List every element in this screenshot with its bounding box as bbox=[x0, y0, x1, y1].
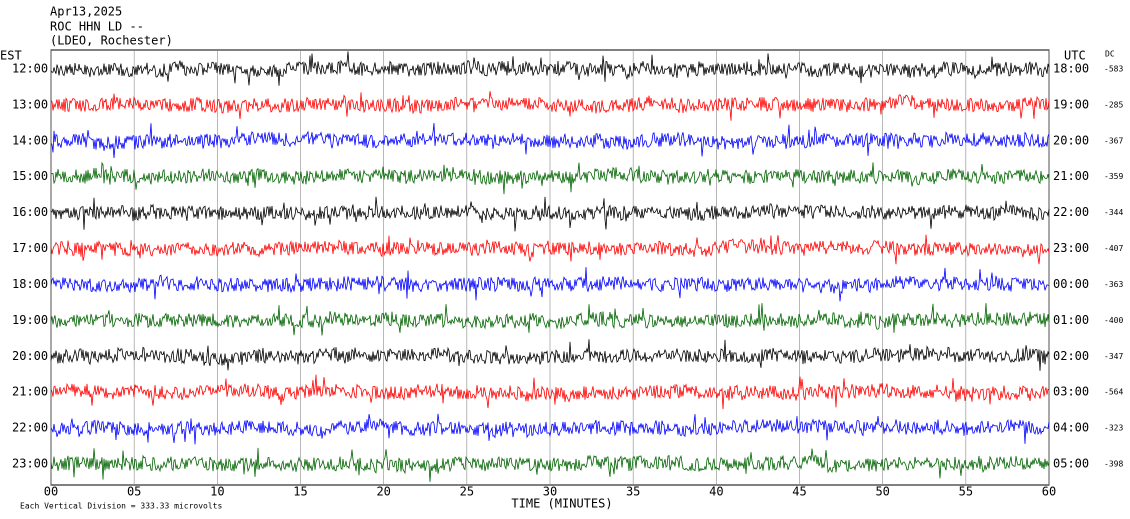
right-time-label: 20:00 bbox=[1053, 133, 1089, 147]
dc-value: -323 bbox=[1104, 424, 1123, 433]
right-time-label: 01:00 bbox=[1053, 313, 1089, 327]
right-time-label: 21:00 bbox=[1053, 169, 1089, 183]
left-time-label: 17:00 bbox=[12, 241, 48, 255]
trace bbox=[50, 413, 1050, 445]
left-time-label: 20:00 bbox=[12, 349, 48, 363]
right-time-label: 02:00 bbox=[1053, 349, 1089, 363]
dc-value: -398 bbox=[1104, 460, 1123, 469]
x-tick-label: 20 bbox=[376, 485, 390, 499]
left-axis-label: EST bbox=[0, 49, 22, 63]
dc-value: -564 bbox=[1104, 388, 1123, 397]
dc-value: -583 bbox=[1104, 65, 1123, 74]
left-time-label: 21:00 bbox=[12, 385, 48, 399]
right-time-label: 18:00 bbox=[1053, 62, 1089, 76]
dc-value: -347 bbox=[1104, 352, 1123, 361]
right-time-label: 04:00 bbox=[1053, 421, 1089, 435]
trace bbox=[50, 267, 1050, 302]
date: Apr13,2025 bbox=[50, 5, 122, 19]
x-tick-label: 15 bbox=[293, 485, 307, 499]
right-time-label: 03:00 bbox=[1053, 385, 1089, 399]
left-time-label: 13:00 bbox=[12, 97, 48, 111]
left-time-label: 12:00 bbox=[12, 62, 48, 76]
scale-note: Each Vertical Division = 333.33 microvol… bbox=[20, 502, 222, 511]
left-time-label: 15:00 bbox=[12, 169, 48, 183]
x-tick-label: 00 bbox=[44, 485, 58, 499]
x-tick-label: 30 bbox=[543, 485, 557, 499]
trace bbox=[50, 374, 1050, 410]
dc-value: -400 bbox=[1104, 316, 1123, 325]
left-time-label: 23:00 bbox=[12, 457, 48, 471]
x-tick-label: 45 bbox=[792, 485, 806, 499]
trace bbox=[50, 339, 1050, 371]
left-time-label: 18:00 bbox=[12, 277, 48, 291]
trace bbox=[50, 123, 1050, 159]
trace bbox=[50, 234, 1050, 265]
left-time-label: 14:00 bbox=[12, 133, 48, 147]
x-tick-label: 10 bbox=[210, 485, 224, 499]
station-code: ROC HHN LD -- bbox=[50, 20, 144, 34]
x-tick-label: 05 bbox=[127, 485, 141, 499]
x-tick-label: 25 bbox=[460, 485, 474, 499]
dc-value: -344 bbox=[1104, 208, 1123, 217]
x-tick-label: 60 bbox=[1042, 485, 1056, 499]
right-time-label: 05:00 bbox=[1053, 457, 1089, 471]
left-time-label: 19:00 bbox=[12, 313, 48, 327]
dc-value: -359 bbox=[1104, 172, 1123, 181]
x-axis-label: TIME (MINUTES) bbox=[511, 497, 612, 511]
x-tick-label: 40 bbox=[709, 485, 723, 499]
dc-label: DC bbox=[1105, 50, 1115, 59]
trace bbox=[50, 447, 1050, 482]
right-axis-label: UTC bbox=[1064, 49, 1086, 63]
left-time-label: 22:00 bbox=[12, 421, 48, 435]
dc-value: -407 bbox=[1104, 244, 1123, 253]
x-tick-label: 55 bbox=[959, 485, 973, 499]
trace bbox=[50, 51, 1050, 86]
trace bbox=[50, 196, 1050, 232]
x-tick-label: 50 bbox=[875, 485, 889, 499]
dc-value: -367 bbox=[1104, 136, 1123, 145]
dc-value: -285 bbox=[1104, 100, 1123, 109]
station-name: (LDEO, Rochester) bbox=[50, 34, 173, 48]
left-time-label: 16:00 bbox=[12, 205, 48, 219]
trace bbox=[50, 161, 1050, 195]
dc-value: -363 bbox=[1104, 280, 1123, 289]
right-time-label: 19:00 bbox=[1053, 97, 1089, 111]
right-time-label: 23:00 bbox=[1053, 241, 1089, 255]
trace bbox=[50, 91, 1050, 121]
right-time-label: 00:00 bbox=[1053, 277, 1089, 291]
trace bbox=[50, 303, 1050, 336]
x-tick-label: 35 bbox=[626, 485, 640, 499]
right-time-label: 22:00 bbox=[1053, 205, 1089, 219]
